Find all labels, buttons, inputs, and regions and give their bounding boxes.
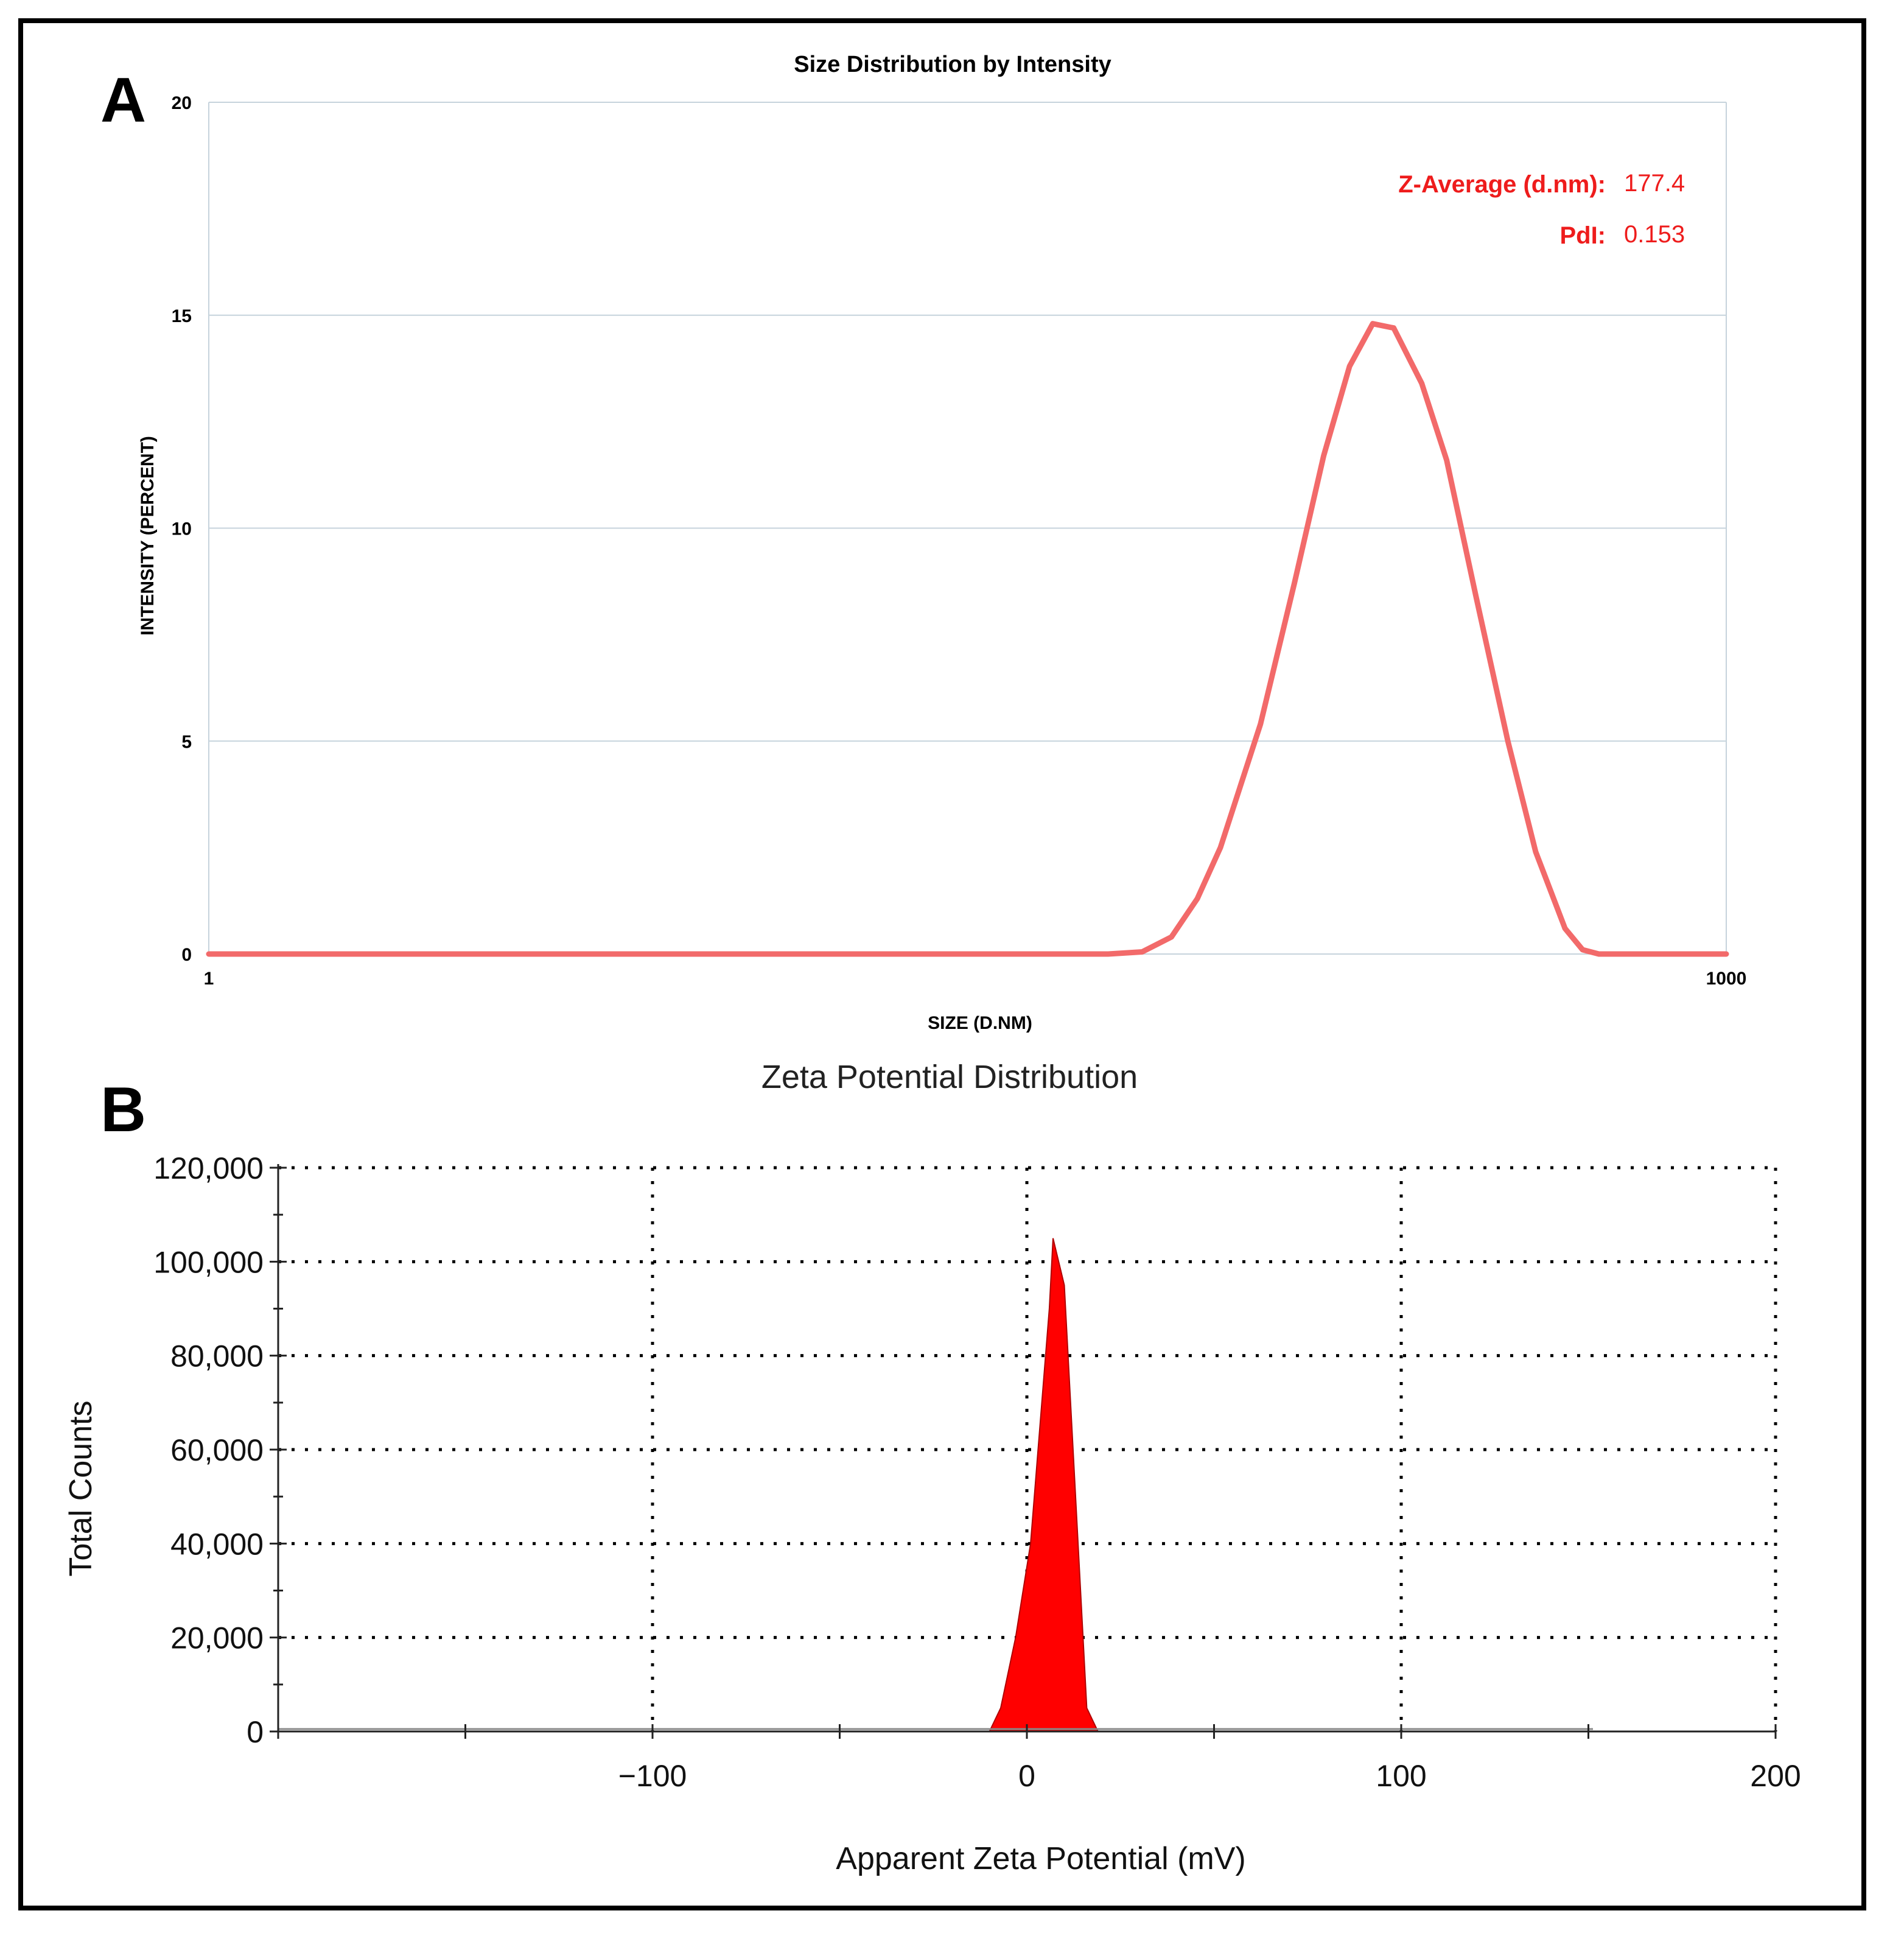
- panel-b-letter: B: [100, 1075, 146, 1145]
- chart-b-y-tick-label: 100,000: [153, 1245, 264, 1279]
- chart-a-y-tick-label: 20: [172, 93, 192, 113]
- pdi-value: 0.153: [1624, 221, 1685, 248]
- chart-a-y-tick-label: 15: [172, 306, 192, 326]
- chart-b-x-tick-label: 0: [1018, 1759, 1035, 1793]
- chart-a-intensity-line: [206, 321, 1729, 957]
- chart-b-y-tick-label: 80,000: [170, 1339, 264, 1373]
- zeta-potential-chart: Zeta Potential Distribution 0 20,000 40,00…: [63, 1059, 1801, 1876]
- chart-a-y-tick-label: 10: [172, 519, 192, 539]
- chart-b-x-tick-label: 100: [1376, 1759, 1426, 1793]
- chart-b-x-ticks: −100 0 100 200: [618, 1759, 1801, 1793]
- chart-b-y-tick-label: 0: [247, 1715, 264, 1749]
- chart-a-y-tick-label: 0: [181, 945, 192, 965]
- chart-b-title: Zeta Potential Distribution: [761, 1059, 1138, 1095]
- chart-b-x-tick-label: −100: [618, 1759, 687, 1793]
- size-distribution-chart: Size Distribution by Intensity 05101520 …: [138, 52, 1746, 1033]
- chart-a-y-ticks: 0 5 10 15 20: [172, 93, 192, 965]
- chart-b-x-tick-label: 200: [1750, 1759, 1801, 1793]
- chart-b-y-tick-label: 60,000: [170, 1433, 264, 1467]
- chart-b-x-label: Apparent Zeta Potential (mV): [836, 1841, 1245, 1876]
- panel-a-letter: A: [100, 65, 146, 136]
- chart-b-axes: [270, 1164, 1777, 1739]
- chart-a-x-tick-label: 1: [204, 969, 214, 989]
- z-average-label: Z-Average (d.nm):: [1398, 171, 1606, 198]
- chart-a-x-label: SIZE (D.NM): [928, 1013, 1032, 1033]
- chart-a-y-tick-label: 5: [181, 732, 192, 752]
- chart-b-y-tick-label: 40,000: [170, 1527, 264, 1561]
- chart-b-gridlines: [278, 1166, 1777, 1731]
- pdi-label: PdI:: [1559, 222, 1606, 249]
- chart-a-x-ticks: 1 1000: [204, 969, 1747, 989]
- chart-b-y-ticks: 0 20,000 40,000 60,000 80,000 100,000 120,000: [153, 1151, 264, 1749]
- chart-a-title: Size Distribution by Intensity: [794, 52, 1111, 77]
- figure-frame: [18, 18, 1866, 1910]
- chart-b-y-label: Total Counts: [63, 1400, 99, 1576]
- chart-b-y-tick-label: 20,000: [170, 1621, 264, 1655]
- chart-a-gridlines: [208, 102, 1727, 955]
- chart-b-y-tick-label: 120,000: [153, 1151, 264, 1185]
- z-average-value: 177.4: [1624, 170, 1685, 197]
- chart-a-y-label: INTENSITY (PERCENT): [138, 436, 158, 636]
- chart-b-zeta-peak: [988, 1238, 1099, 1732]
- chart-a-x-tick-label: 1000: [1706, 969, 1747, 989]
